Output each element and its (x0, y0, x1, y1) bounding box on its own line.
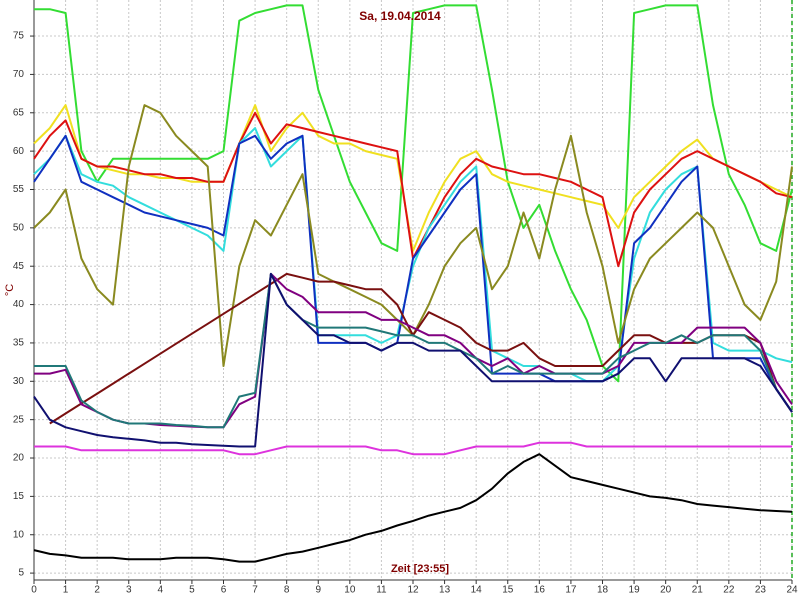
x-tick-label: 17 (565, 585, 577, 596)
series-lines (33, 4, 793, 563)
x-tick-label: 5 (189, 585, 195, 596)
x-tick-label: 4 (158, 585, 164, 596)
x-tick-label: 22 (723, 585, 735, 596)
x-tick-label: 14 (471, 585, 483, 596)
x-tick-label: 7 (252, 585, 258, 596)
x-tick-label: 12 (407, 585, 419, 596)
y-tick-label: 30 (13, 376, 25, 387)
x-tick-label: 16 (534, 585, 546, 596)
y-tick-label: 5 (18, 568, 24, 579)
x-tick-label: 13 (439, 585, 451, 596)
y-tick-label: 45 (13, 261, 25, 272)
x-tick-label: 18 (597, 585, 609, 596)
x-tick-label: 1 (63, 585, 69, 596)
x-tick-label: 21 (692, 585, 704, 596)
x-tick-label: 0 (31, 585, 37, 596)
y-tick-label: 70 (13, 69, 25, 80)
y-axis-label: °C (4, 284, 16, 296)
y-tick-label: 10 (13, 529, 25, 540)
y-tick-label: 20 (13, 453, 25, 464)
series-line (34, 4, 793, 383)
series-line (34, 441, 792, 456)
x-tick-label: 2 (94, 585, 100, 596)
x-axis-label: Zeit [23:55] (391, 563, 449, 575)
x-tick-label: 6 (221, 585, 227, 596)
x-tick-label: 23 (755, 585, 767, 596)
series-line (33, 272, 793, 448)
series-line (33, 134, 793, 413)
x-tick-label: 11 (376, 585, 387, 596)
y-tick-label: 75 (13, 31, 25, 42)
y-tick-label: 15 (13, 491, 25, 502)
y-tick-label: 35 (13, 338, 25, 349)
y-tick-label: 50 (13, 222, 25, 233)
x-tick-label: 8 (284, 585, 290, 596)
x-tick-label: 19 (629, 585, 641, 596)
series-line (33, 104, 793, 252)
x-tick-label: 9 (315, 585, 321, 596)
series-line (33, 127, 793, 383)
y-tick-label: 60 (13, 146, 25, 157)
y-tick-label: 65 (13, 107, 25, 118)
y-tick-label: 40 (13, 299, 25, 310)
x-tick-label: 10 (344, 585, 356, 596)
x-tick-label: 24 (786, 585, 798, 596)
series-line (33, 453, 793, 563)
x-tick-label: 3 (126, 585, 132, 596)
y-tick-label: 55 (13, 184, 25, 195)
y-tick-label: 25 (13, 414, 25, 425)
x-tick-label: 15 (502, 585, 514, 596)
series-line (34, 272, 793, 429)
x-tick-label: 20 (660, 585, 672, 596)
chart-title: Sa, 19.04.2014 (359, 9, 441, 23)
